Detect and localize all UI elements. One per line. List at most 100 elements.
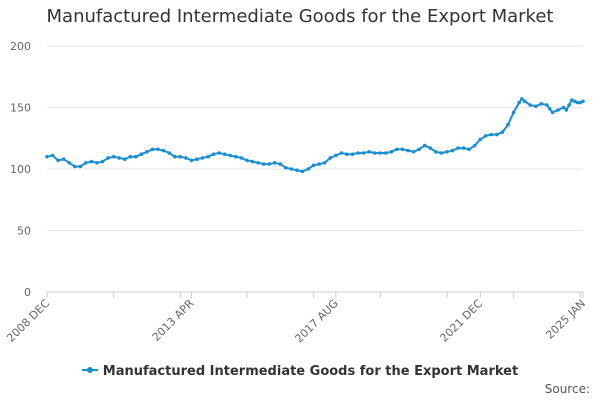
series-point	[61, 157, 66, 161]
x-tick-label: 2021 DEC	[438, 297, 486, 345]
series-point	[250, 159, 255, 164]
series-point	[211, 152, 216, 156]
series-point	[428, 146, 433, 150]
series-point	[467, 147, 471, 152]
chart-title: Manufactured Intermediate Goods for the …	[46, 6, 554, 27]
series-point	[547, 106, 552, 111]
series-point	[581, 99, 585, 104]
series-point	[461, 146, 466, 150]
series-point	[550, 110, 555, 115]
series-point	[156, 147, 160, 152]
series-point	[128, 154, 133, 159]
legend-series-marker	[81, 366, 98, 373]
series-point	[50, 153, 55, 158]
series-point	[123, 157, 127, 161]
series-point	[417, 147, 421, 152]
series-point	[350, 152, 355, 156]
series-point	[56, 158, 60, 163]
series-point	[570, 98, 574, 102]
series-point	[572, 99, 577, 104]
series-point	[489, 132, 494, 137]
series-point	[206, 154, 210, 159]
y-tick-label: 50	[17, 225, 31, 238]
series-point	[334, 153, 338, 158]
series-point	[506, 122, 510, 127]
series-point	[339, 151, 344, 155]
series-point	[439, 151, 444, 155]
series-point	[478, 137, 483, 142]
y-tick-label: 0	[24, 286, 31, 299]
series-point	[356, 151, 360, 155]
x-tick-label: 2008 DEC	[4, 297, 52, 345]
series-point	[106, 156, 110, 160]
series-point	[178, 154, 183, 159]
series-point	[150, 147, 155, 152]
series-point	[73, 164, 77, 169]
chart-legend[interactable]: Manufactured Intermediate Goods for the …	[0, 364, 600, 379]
series-point	[434, 150, 438, 154]
series-point	[78, 164, 83, 169]
series-point	[311, 163, 316, 168]
series-point	[406, 148, 410, 153]
series-point	[578, 100, 582, 105]
series-point	[295, 168, 299, 172]
series-point	[422, 143, 427, 148]
series-point	[222, 152, 227, 156]
series-point	[511, 110, 516, 115]
series-point	[317, 162, 322, 166]
series-point	[67, 161, 71, 165]
series-point	[564, 108, 569, 112]
series-point	[200, 156, 205, 160]
series-point	[372, 151, 377, 155]
series-point	[522, 99, 527, 104]
series-point	[456, 146, 460, 150]
series-point	[575, 100, 580, 105]
series-point	[217, 151, 221, 155]
series-point	[245, 158, 249, 163]
series-point	[161, 148, 166, 153]
series-point	[534, 104, 538, 109]
legend-series-label: Manufactured Intermediate Goods for the …	[102, 364, 519, 379]
series-point	[134, 154, 138, 159]
series-point	[195, 157, 199, 161]
series-point	[395, 147, 399, 152]
series-point	[361, 151, 366, 155]
series-point	[306, 167, 310, 171]
series-point	[117, 156, 121, 160]
series-point	[89, 159, 94, 164]
y-tick-label: 100	[10, 163, 31, 176]
series-point	[239, 156, 244, 160]
series-point	[500, 130, 505, 134]
series-point	[289, 167, 294, 171]
series-point	[45, 154, 49, 159]
series-point	[84, 161, 88, 165]
series-point	[256, 161, 260, 165]
series-point	[411, 150, 416, 154]
x-tick-label: 2013 APR	[150, 297, 197, 344]
series-point	[189, 158, 194, 163]
series-point	[272, 161, 277, 165]
series-point	[284, 166, 288, 170]
series-point	[322, 161, 327, 165]
series-point	[484, 134, 488, 138]
series-point	[545, 103, 549, 107]
series-point	[539, 102, 544, 106]
series-point	[100, 159, 105, 164]
series-point	[228, 153, 233, 158]
series-point	[184, 156, 188, 160]
y-tick-label: 200	[10, 40, 31, 53]
series-point	[367, 150, 372, 154]
series-point	[234, 154, 238, 159]
series-point	[267, 162, 272, 166]
series-point	[384, 151, 388, 155]
series-point	[378, 151, 383, 155]
source-label: Source:	[544, 382, 590, 396]
series-point	[445, 150, 449, 154]
series-point	[528, 103, 532, 107]
series-point	[450, 148, 455, 153]
series-point	[520, 97, 524, 101]
series-point	[472, 143, 477, 148]
series-point	[567, 103, 571, 107]
series-point	[328, 156, 333, 160]
series-point	[495, 132, 499, 137]
